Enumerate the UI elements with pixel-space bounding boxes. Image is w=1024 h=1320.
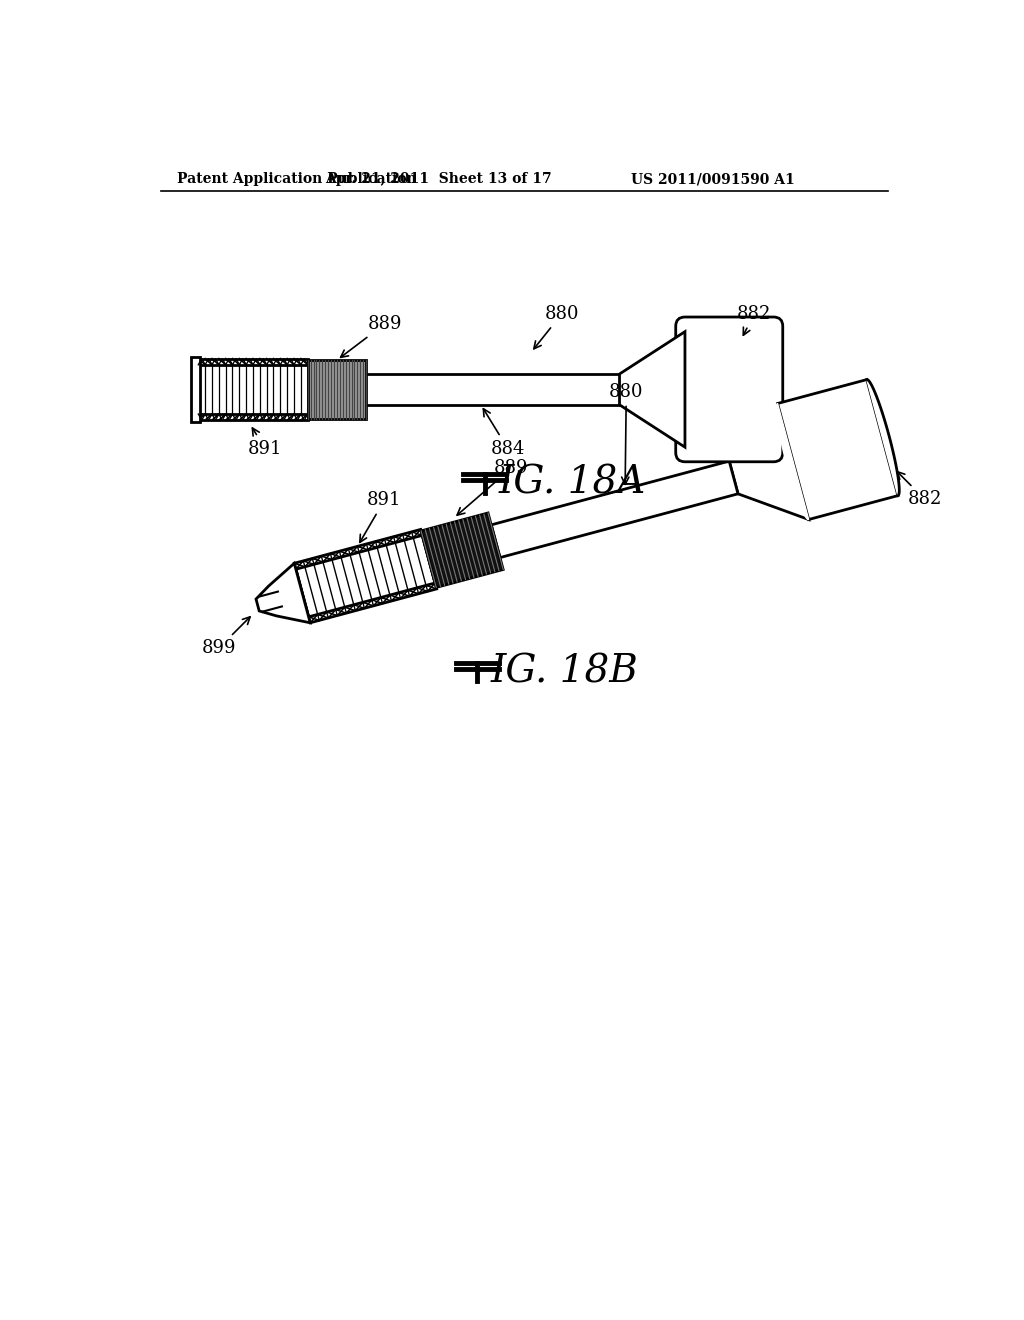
Text: IG. 18A: IG. 18A [499,465,646,502]
Text: IG. 18B: IG. 18B [490,653,639,690]
Polygon shape [729,404,809,520]
Text: Patent Application Publication: Patent Application Publication [177,172,417,186]
Text: 880: 880 [609,383,643,484]
Text: US 2011/0091590 A1: US 2011/0091590 A1 [631,172,795,186]
Polygon shape [421,513,503,587]
Polygon shape [296,536,435,616]
Text: 882: 882 [897,471,942,508]
Text: 899: 899 [202,616,250,657]
Polygon shape [620,331,685,447]
Text: 889: 889 [341,315,401,358]
Polygon shape [256,564,310,623]
Text: 882: 882 [737,305,771,335]
Text: 880: 880 [534,305,579,348]
Polygon shape [777,380,898,520]
Polygon shape [867,380,899,495]
Polygon shape [776,404,809,520]
FancyBboxPatch shape [676,317,782,462]
Text: 889: 889 [457,459,528,515]
Text: 891: 891 [359,491,401,543]
Text: 884: 884 [483,409,525,458]
Bar [199,364,307,414]
Bar [307,360,367,418]
Bar [366,374,621,405]
Bar [190,358,200,422]
Polygon shape [492,461,738,557]
Text: 891: 891 [248,428,283,458]
Text: Apr. 21, 2011  Sheet 13 of 17: Apr. 21, 2011 Sheet 13 of 17 [326,172,552,186]
Bar [199,359,307,420]
